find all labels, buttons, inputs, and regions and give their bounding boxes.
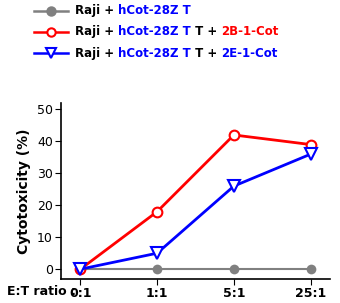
Text: hCot-28Z T: hCot-28Z T [118,4,191,17]
Text: T +: T + [191,47,221,59]
Text: hCot-28Z T: hCot-28Z T [118,47,191,59]
Text: 2B-1-Cot: 2B-1-Cot [221,25,278,38]
Text: T +: T + [191,25,221,38]
Y-axis label: Cytotoxicity (%): Cytotoxicity (%) [17,128,31,254]
Text: E:T ratio :: E:T ratio : [7,285,76,298]
Text: 2E-1-Cot: 2E-1-Cot [221,47,277,59]
Text: hCot-28Z T: hCot-28Z T [118,25,191,38]
Text: Raji +: Raji + [75,47,118,59]
Text: Raji +: Raji + [75,4,118,17]
Text: Raji +: Raji + [75,25,118,38]
